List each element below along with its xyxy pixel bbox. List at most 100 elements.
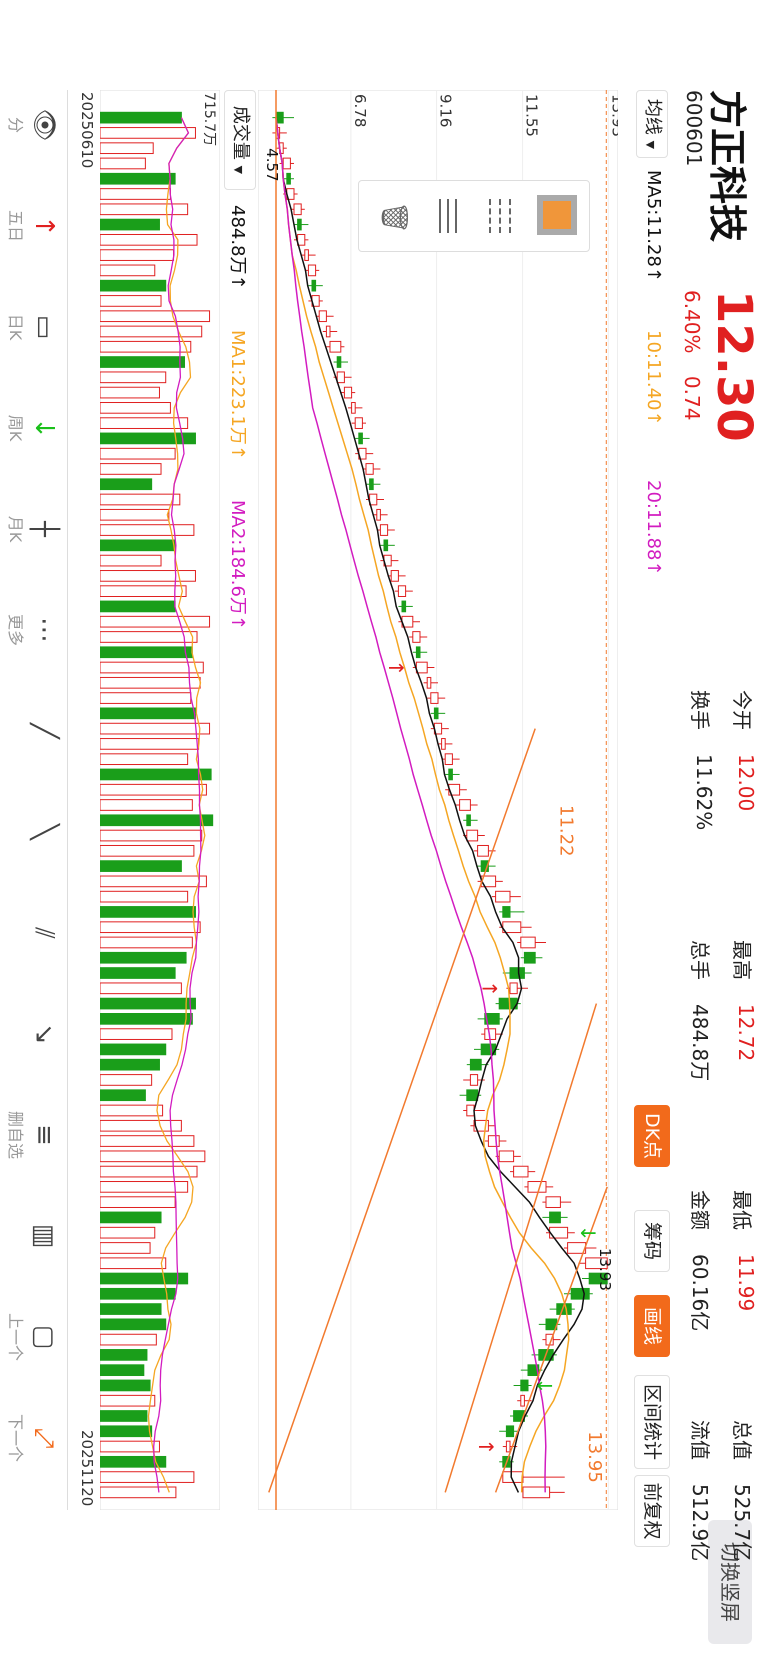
toolbar-item[interactable]: ≡ 删自选 — [6, 1110, 59, 1160]
candle-body — [469, 1058, 482, 1071]
candle-body — [520, 1379, 529, 1392]
volume-selector[interactable]: 成交量 ▼ — [224, 90, 256, 190]
volume-bar — [100, 936, 193, 949]
candle-body — [466, 1089, 479, 1102]
chart-tool-button[interactable]: 筹码 — [634, 1210, 670, 1272]
toolbar-item[interactable]: ↓ 周K — [6, 403, 59, 453]
volume-bar — [100, 432, 196, 445]
toolbar-item[interactable]: ⤢ 下一个 — [6, 1413, 59, 1463]
chart-tool-button[interactable]: 画线 — [634, 1295, 670, 1357]
color-picker-button[interactable] — [537, 195, 577, 235]
volume-chart[interactable] — [100, 90, 220, 1510]
volume-bar — [100, 722, 211, 735]
candle-body — [466, 829, 479, 842]
dashed-line-style-icon[interactable] — [483, 199, 517, 233]
arrow-down-icon: ↓ — [29, 417, 59, 439]
volume-bar — [100, 1028, 173, 1040]
toolbar-item-label: 五日 — [6, 209, 25, 242]
candle-body — [433, 707, 439, 720]
toolbar-item[interactable]: ▭ 日K — [6, 302, 59, 352]
price-axis-label: 6.78 — [351, 94, 369, 127]
toolbar-item[interactable]: 👁 分 — [6, 100, 59, 150]
chart-tool-button[interactable]: 前复权 — [634, 1475, 670, 1547]
volume-bar — [100, 340, 192, 353]
chart-tool-button[interactable]: 区间统计 — [634, 1375, 670, 1469]
solid-line-style-icon[interactable] — [429, 199, 463, 233]
ma-selector[interactable]: 均线 ▼ — [636, 90, 668, 158]
candle-body — [358, 432, 363, 445]
toolbar-item[interactable]: ╱ — [9, 706, 59, 756]
line-label: 11.22 — [555, 805, 576, 857]
candle-body — [401, 600, 407, 613]
high-label: 13.93 — [596, 1248, 614, 1291]
volume-bar — [100, 417, 189, 429]
trend-line[interactable] — [494, 1186, 608, 1493]
volume-bar — [100, 157, 146, 170]
stat-value: 60.16亿 — [688, 1254, 712, 1332]
dropdown-caret-icon: ▼ — [232, 165, 245, 175]
candle-body — [502, 1471, 524, 1483]
volume-bar — [100, 356, 186, 368]
candle-body — [336, 356, 342, 368]
volume-bar — [100, 524, 195, 536]
toolbar-item[interactable]: ⋯ 更多 — [6, 605, 59, 655]
toolbar-item-label: 周K — [6, 414, 25, 442]
parallel-line-icon: ⫽ — [29, 927, 59, 939]
volume-bar — [100, 1455, 167, 1468]
trend-line[interactable] — [268, 728, 536, 1493]
candle-body — [469, 1074, 479, 1086]
volume-bar — [100, 829, 203, 842]
candle-body — [466, 814, 471, 827]
candle-body — [495, 890, 511, 903]
toolbar-item[interactable]: ↑ 五日 — [6, 201, 59, 251]
toolbar-item[interactable]: ╲ — [9, 807, 59, 857]
candle-body — [498, 1150, 515, 1163]
candle-body — [444, 753, 453, 766]
stock-code: 600601 — [682, 90, 706, 167]
dropdown-caret-icon: ▼ — [644, 140, 657, 150]
volume-bar — [100, 1013, 193, 1025]
trend-line[interactable] — [444, 1003, 598, 1493]
candle-body — [325, 325, 331, 338]
volume-bar — [100, 799, 193, 811]
volume-bar — [100, 1058, 160, 1071]
toolbar-item[interactable]: ▥ — [9, 1211, 59, 1261]
candle-body — [520, 936, 536, 949]
candle-body — [293, 203, 302, 216]
month-k-icon: ┼ — [29, 521, 59, 537]
volume-bar — [100, 738, 200, 750]
chart-tool-button[interactable]: DK点 — [634, 1105, 670, 1167]
volume-bar — [100, 1425, 153, 1438]
stat-label: 最低 — [730, 1190, 754, 1230]
stat-label: 换手 — [688, 690, 712, 730]
toolbar-item[interactable]: ⫽ — [9, 908, 59, 958]
volume-bar — [100, 1074, 153, 1086]
stat-value: 512.9亿 — [688, 1484, 712, 1562]
candle-body — [351, 402, 356, 414]
volume-bar — [100, 692, 192, 704]
toolbar-item[interactable]: ┼ 月K — [6, 504, 59, 554]
ma10-line — [275, 117, 570, 1493]
candle-body — [376, 508, 381, 521]
volume-bar — [100, 661, 204, 674]
volume-bar — [100, 1379, 151, 1392]
candle-body — [379, 524, 389, 536]
candle-body — [520, 1394, 525, 1407]
candle-body — [502, 906, 511, 918]
change-abs: 0.74 — [680, 375, 704, 421]
toolbar-item[interactable]: ▢ 上一个 — [6, 1312, 59, 1362]
volume-bar — [100, 1104, 164, 1117]
toolbar-item[interactable]: ↘ — [9, 1009, 59, 1059]
candle-body — [459, 799, 471, 811]
ma20-line — [275, 117, 547, 1493]
current-price: 12.30 — [706, 290, 762, 442]
volume-bar — [100, 1349, 148, 1361]
trash-icon[interactable]: 🗑 — [379, 201, 409, 235]
drawing-style-panel: 🗑 — [358, 180, 590, 252]
volume-bar — [100, 1440, 160, 1453]
volume-bar — [100, 753, 189, 766]
vol-ma2-value: MA2:184.6万↑ — [227, 500, 248, 630]
price-chart[interactable]: 13.93 11.55 9.16 6.78 11.22 13.95 13.93 4.57 ↑ ↑ ↑… — [258, 90, 618, 1510]
volume-bar — [100, 1211, 162, 1224]
